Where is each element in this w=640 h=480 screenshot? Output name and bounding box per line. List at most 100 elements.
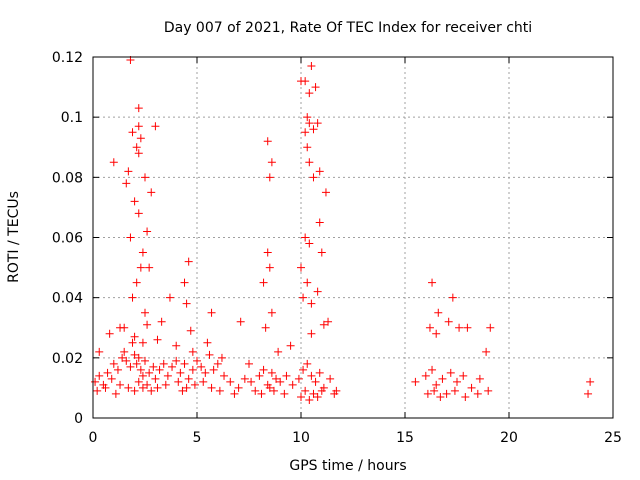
data-point bbox=[147, 386, 156, 395]
data-point bbox=[172, 341, 181, 350]
data-point bbox=[118, 353, 127, 362]
data-point bbox=[453, 377, 461, 386]
data-point bbox=[141, 308, 149, 317]
data-point bbox=[178, 386, 187, 395]
data-point bbox=[138, 248, 147, 257]
data-point bbox=[113, 365, 122, 374]
data-point bbox=[209, 365, 218, 374]
data-point bbox=[486, 323, 495, 332]
data-point bbox=[315, 218, 324, 227]
data-point bbox=[174, 377, 183, 386]
data-point bbox=[303, 143, 312, 152]
data-point bbox=[286, 341, 295, 350]
data-point bbox=[274, 347, 283, 356]
data-point bbox=[116, 323, 125, 332]
data-point bbox=[122, 179, 131, 188]
data-point bbox=[236, 317, 245, 326]
data-point bbox=[207, 308, 216, 317]
data-point bbox=[180, 359, 189, 368]
data-point bbox=[411, 377, 420, 386]
data-point bbox=[163, 371, 172, 380]
data-point bbox=[263, 248, 272, 257]
data-point bbox=[215, 386, 224, 395]
data-point bbox=[450, 386, 459, 395]
data-point bbox=[459, 371, 468, 380]
x-tick-label: 20 bbox=[500, 430, 518, 446]
data-point bbox=[267, 158, 276, 167]
data-point bbox=[326, 374, 335, 383]
data-point bbox=[138, 383, 147, 392]
y-tick-label: 0.06 bbox=[52, 231, 83, 247]
x-tick-labels: 0 5 10 15 20 25 bbox=[89, 430, 622, 446]
y-tick-labels: 0 0.02 0.04 0.06 0.08 0.1 0.12 bbox=[52, 50, 83, 427]
data-point bbox=[259, 278, 268, 287]
data-point bbox=[303, 359, 312, 368]
data-point bbox=[107, 374, 116, 383]
data-point bbox=[299, 293, 308, 302]
data-point bbox=[463, 323, 472, 332]
data-point bbox=[305, 158, 314, 167]
data-point bbox=[421, 371, 430, 380]
data-point bbox=[130, 197, 139, 206]
data-point bbox=[425, 323, 434, 332]
data-point bbox=[103, 368, 112, 377]
y-axis-label: ROTI / TECUs bbox=[6, 191, 22, 283]
data-point bbox=[255, 371, 264, 380]
data-point bbox=[305, 119, 314, 128]
data-point bbox=[151, 374, 160, 383]
data-point bbox=[134, 209, 143, 218]
data-point bbox=[272, 374, 281, 383]
data-point bbox=[313, 287, 322, 296]
data-point bbox=[136, 365, 145, 374]
data-point bbox=[267, 368, 276, 377]
data-point bbox=[247, 377, 256, 386]
data-point bbox=[324, 317, 333, 326]
data-point bbox=[132, 143, 141, 152]
data-point bbox=[276, 377, 285, 386]
data-point bbox=[130, 332, 139, 341]
data-point bbox=[193, 356, 201, 365]
data-point bbox=[307, 62, 316, 71]
data-point bbox=[136, 134, 145, 143]
data-point bbox=[475, 374, 484, 383]
data-point bbox=[448, 293, 457, 302]
data-point bbox=[184, 257, 193, 266]
data-point bbox=[186, 326, 195, 335]
data-point bbox=[157, 317, 166, 326]
data-point bbox=[245, 359, 253, 368]
data-point bbox=[149, 362, 158, 371]
data-point bbox=[132, 359, 141, 368]
data-point bbox=[305, 89, 314, 98]
data-point bbox=[93, 386, 102, 395]
data-point bbox=[432, 380, 441, 389]
x-axis-label: GPS time / hours bbox=[289, 458, 406, 474]
data-point bbox=[161, 380, 170, 389]
data-point bbox=[130, 350, 139, 359]
data-point bbox=[309, 173, 318, 182]
data-point bbox=[188, 347, 197, 356]
data-point bbox=[265, 173, 274, 182]
data-point bbox=[307, 371, 316, 380]
data-point bbox=[267, 308, 276, 317]
data-point bbox=[190, 380, 199, 389]
data-point bbox=[428, 278, 437, 287]
data-point bbox=[311, 377, 320, 386]
data-point bbox=[128, 338, 137, 347]
data-point bbox=[586, 377, 595, 386]
data-point bbox=[240, 374, 249, 383]
data-point bbox=[301, 386, 310, 395]
data-point bbox=[165, 293, 174, 302]
data-point bbox=[199, 377, 208, 386]
data-point bbox=[330, 389, 339, 398]
chart-title: Day 007 of 2021, Rate Of TEC Index for r… bbox=[164, 20, 532, 36]
data-point bbox=[321, 188, 330, 197]
data-point bbox=[265, 383, 274, 392]
data-point bbox=[307, 329, 316, 338]
data-point bbox=[180, 278, 189, 287]
axis-ticks bbox=[92, 56, 614, 419]
data-point bbox=[120, 347, 129, 356]
data-point bbox=[315, 368, 324, 377]
data-point bbox=[168, 362, 177, 371]
data-point bbox=[153, 335, 162, 344]
data-point bbox=[105, 329, 114, 338]
